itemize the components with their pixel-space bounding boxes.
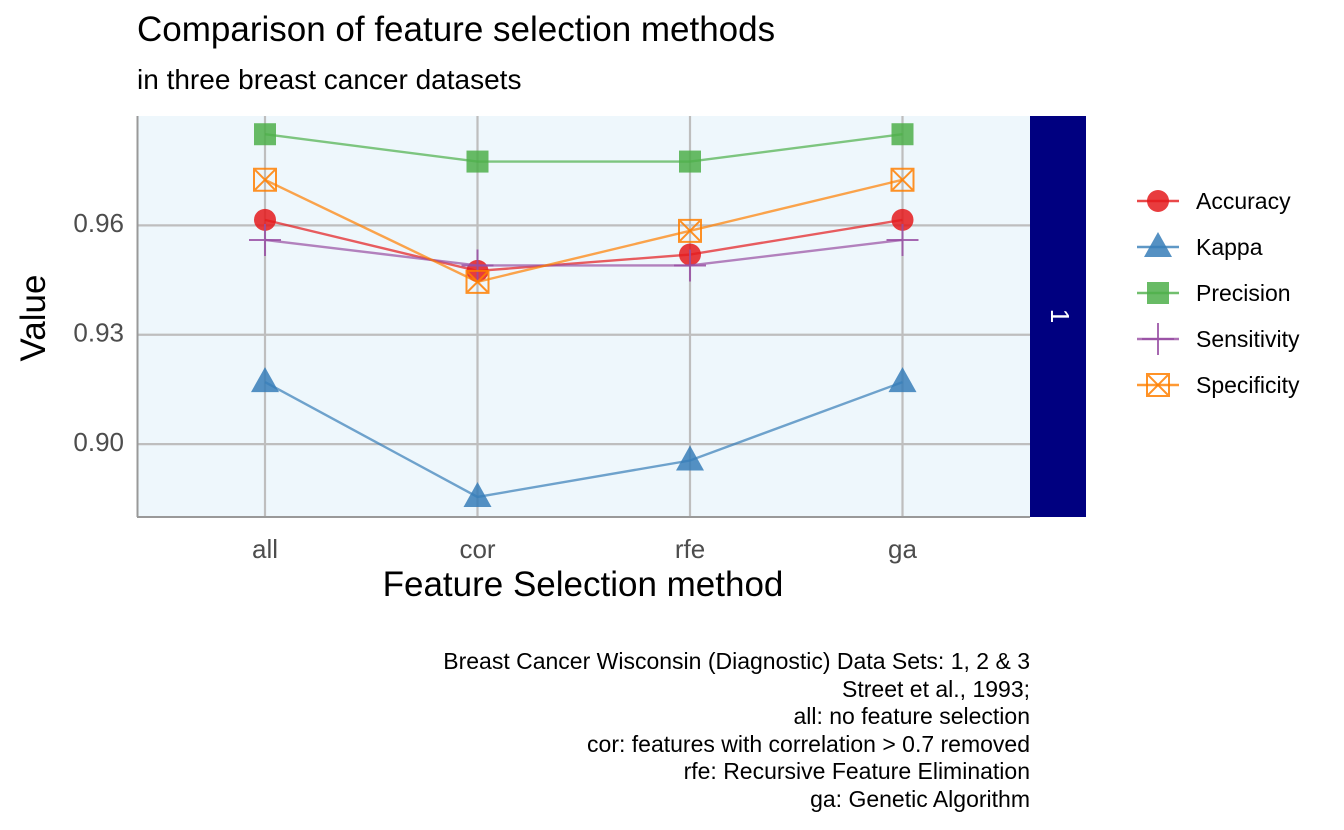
x-tick-label: all (252, 534, 278, 564)
legend-item-accuracy: Accuracy (1135, 178, 1335, 224)
data-point-specificity (890, 167, 915, 192)
legend-label: Sensitivity (1196, 326, 1300, 352)
y-tick-label: 0.90 (73, 427, 124, 457)
legend-key-precision (1137, 282, 1179, 304)
data-point-sensitivity (886, 223, 919, 256)
legend-symbol-specificity (1146, 373, 1170, 397)
x-axis-title: Feature Selection method (382, 565, 784, 604)
legend-symbol-sensitivity (1142, 323, 1174, 355)
legend-key-accuracy (1137, 190, 1179, 212)
data-point-specificity (253, 167, 277, 192)
caption-line: all: no feature selection (793, 703, 1030, 729)
data-point-kappa (463, 481, 492, 507)
y-axis-title: Value (14, 274, 53, 362)
data-point-specificity (465, 269, 490, 294)
data-point-specificity (678, 218, 702, 243)
chart-subtitle: in three breast cancer datasets (137, 64, 522, 95)
data-point-precision (891, 123, 914, 146)
x-tick-labels: all cor rfe ga (252, 534, 918, 564)
legend-item-precision: Precision (1135, 270, 1335, 316)
facet-strip (1030, 116, 1086, 517)
caption-line: rfe: Recursive Feature Elimination (683, 758, 1030, 784)
data-point-kappa (676, 445, 704, 471)
series-line-accuracy (264, 218, 903, 273)
caption-line: ga: Genetic Algorithm (810, 785, 1030, 812)
legend-symbol-accuracy (1147, 190, 1169, 212)
series-line-sensitivity (264, 238, 903, 267)
series-sensitivity (249, 223, 919, 282)
y-tick-label: 0.93 (73, 318, 124, 348)
data-point-accuracy (891, 208, 914, 231)
legend-item-kappa: Kappa (1135, 224, 1335, 270)
data-series (249, 123, 919, 507)
chart-title: Comparison of feature selection methods (137, 10, 776, 49)
series-line-kappa (264, 380, 903, 499)
legend-symbol-precision (1147, 282, 1169, 304)
data-point-accuracy (254, 208, 276, 231)
y-tick-label: 0.96 (73, 208, 124, 238)
series-precision (254, 123, 914, 173)
legend-label: Specificity (1196, 372, 1300, 398)
data-point-precision (679, 150, 701, 173)
x-tick-label: cor (459, 534, 495, 564)
x-tick-label: rfe (675, 534, 705, 564)
legend-item-sensitivity: Sensitivity (1135, 316, 1335, 362)
caption-line: Breast Cancer Wisconsin (Diagnostic) Dat… (443, 648, 1030, 674)
x-tick-label: ga (888, 534, 917, 564)
caption: Breast Cancer Wisconsin (Diagnostic) Dat… (443, 648, 1030, 813)
data-point-sensitivity (674, 249, 706, 282)
data-point-precision (466, 150, 489, 173)
legend-label: Accuracy (1196, 188, 1291, 214)
legend-item-specificity: Specificity (1135, 362, 1335, 408)
plot-panel (137, 116, 1030, 517)
data-point-sensitivity (249, 223, 281, 256)
series-line-precision (264, 133, 903, 163)
data-point-sensitivity (461, 249, 494, 282)
legend-label: Precision (1196, 280, 1291, 306)
data-point-precision (254, 123, 276, 146)
legend-key-sensitivity (1137, 323, 1179, 355)
legend-key-kappa (1137, 232, 1179, 257)
y-tick-labels: 0.90 0.93 0.96 (73, 208, 124, 457)
data-point-kappa (888, 367, 917, 393)
legend-key-specificity (1137, 373, 1179, 397)
series-line-specificity (264, 178, 903, 284)
caption-line: Street et al., 1993; (842, 675, 1030, 702)
series-specificity (253, 167, 915, 294)
legend-label: Kappa (1196, 234, 1263, 260)
series-kappa (251, 367, 917, 507)
caption-line: cor: features with correlation > 0.7 rem… (587, 730, 1030, 757)
facet-strip-label: 1 (1045, 309, 1075, 323)
legend-symbol-kappa (1144, 232, 1172, 257)
data-point-kappa (251, 367, 279, 393)
